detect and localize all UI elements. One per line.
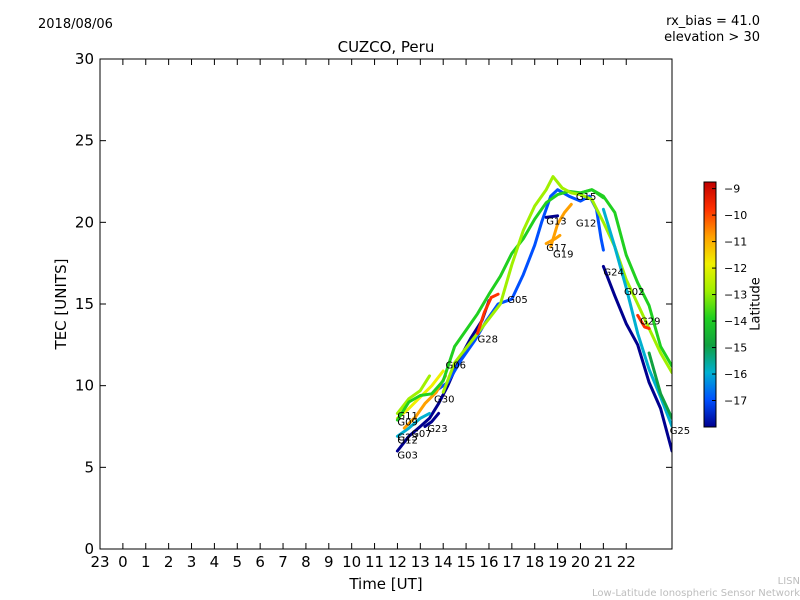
series-g24 bbox=[601, 264, 672, 453]
x-tick-label: 7 bbox=[278, 553, 288, 571]
x-tick-label: 2 bbox=[164, 553, 174, 571]
x-tick-label: 16 bbox=[479, 553, 498, 571]
prn-label-g23: G23 bbox=[427, 424, 447, 435]
prn-label-g07: G07 bbox=[411, 429, 431, 440]
x-tick-label: 14 bbox=[434, 553, 453, 571]
series-g05 bbox=[476, 292, 500, 335]
x-tick-label: 22 bbox=[617, 553, 636, 571]
prn-label-g13: G13 bbox=[546, 217, 566, 228]
colorbar-ticks: −9 −10 −11 −12 −13 −14 −15 −16 −17 bbox=[712, 183, 747, 408]
prn-label-g06: G06 bbox=[446, 360, 466, 371]
prn-label-g19: G19 bbox=[553, 249, 573, 260]
x-tick-label: 12 bbox=[388, 553, 407, 571]
prn-label-g23: G23 bbox=[397, 432, 417, 443]
prn-label-g02: G02 bbox=[624, 287, 644, 298]
x-tick-label: 4 bbox=[210, 553, 220, 571]
series-g17 bbox=[544, 233, 562, 246]
elevation-label: elevation > 30 bbox=[664, 30, 760, 45]
y-tick-label: 25 bbox=[75, 132, 94, 150]
credit-full: Low-Latitude Ionospheric Sensor Network bbox=[592, 588, 800, 599]
x-axis-label: Time [UT] bbox=[349, 575, 423, 593]
x-tick-label: 13 bbox=[411, 553, 430, 571]
x-tick-label: 5 bbox=[233, 553, 243, 571]
prn-label-g29: G29 bbox=[640, 316, 660, 327]
y-tick-label: 0 bbox=[84, 540, 94, 558]
y-tick-label: 15 bbox=[75, 295, 94, 313]
colorbar-tick-label: −16 bbox=[724, 368, 747, 381]
colorbar-label: Latitude bbox=[748, 277, 764, 331]
x-tick-label: 9 bbox=[324, 553, 334, 571]
x-tick-label: 21 bbox=[594, 553, 613, 571]
colorbar-tick-label: −13 bbox=[724, 289, 747, 302]
x-tick-label: 20 bbox=[571, 553, 590, 571]
series-g29 bbox=[636, 313, 651, 330]
prn-label-g12: G12 bbox=[576, 218, 596, 229]
prn-label-g15: G15 bbox=[576, 192, 596, 203]
prn-label-g30: G30 bbox=[434, 395, 454, 406]
series-g28 bbox=[441, 175, 672, 394]
prn-label-g09: G09 bbox=[397, 418, 417, 429]
series-layer bbox=[395, 175, 672, 453]
prn-label-g28: G28 bbox=[478, 334, 498, 345]
credit-short: LISN bbox=[777, 576, 800, 587]
satellite-labels: G03G12G23G07G23G09G11G30G06G28G05G13G17G… bbox=[397, 192, 690, 461]
series-g15 bbox=[579, 188, 605, 200]
series-g12 bbox=[395, 411, 431, 438]
series-g13 bbox=[544, 214, 560, 219]
colorbar bbox=[703, 181, 717, 428]
x-tick-label: 15 bbox=[457, 553, 476, 571]
rx-bias-label: rx_bias = 41.0 bbox=[666, 14, 760, 29]
prn-label-g03: G03 bbox=[397, 450, 417, 461]
y-tick-label: 20 bbox=[75, 213, 94, 231]
x-tick-label: 11 bbox=[365, 553, 384, 571]
series-g06 bbox=[395, 188, 672, 422]
prn-label-g11: G11 bbox=[397, 411, 417, 422]
colorbar-tick-label: −12 bbox=[724, 262, 747, 275]
prn-label-g25: G25 bbox=[670, 426, 690, 437]
series-g03 bbox=[395, 299, 491, 453]
x-tick-label: 1 bbox=[141, 553, 151, 571]
plot-frame bbox=[99, 58, 673, 550]
series-g11 bbox=[395, 374, 431, 415]
chart-title: CUZCO, Peru bbox=[337, 38, 435, 56]
x-tick-label: 3 bbox=[187, 553, 197, 571]
series-g19 bbox=[549, 202, 573, 249]
x-tick-label: 19 bbox=[548, 553, 567, 571]
series-g25 bbox=[647, 351, 672, 420]
y-tick-label: 5 bbox=[84, 458, 94, 476]
colorbar-tick-label: −11 bbox=[724, 236, 747, 249]
date-label: 2018/08/06 bbox=[38, 17, 113, 32]
prn-label-g05: G05 bbox=[507, 295, 527, 306]
x-tick-label: 18 bbox=[525, 553, 544, 571]
colorbar-tick-label: −15 bbox=[724, 342, 747, 355]
x-tick-label: 17 bbox=[502, 553, 521, 571]
colorbar-tick-label: −10 bbox=[724, 209, 747, 222]
x-tick-label: 6 bbox=[255, 553, 265, 571]
colorbar-tick-label: −9 bbox=[724, 183, 740, 196]
x-tick-label: 23 bbox=[90, 553, 109, 571]
prn-label-g24: G24 bbox=[603, 267, 623, 278]
x-tick-label: 0 bbox=[118, 553, 128, 571]
x-tick-label: 8 bbox=[301, 553, 311, 571]
prn-label-g17: G17 bbox=[546, 243, 566, 254]
y-tick-label: 30 bbox=[75, 50, 94, 68]
y-axis-label: TEC [UNITS] bbox=[52, 258, 70, 350]
colorbar-tick-label: −14 bbox=[724, 315, 747, 328]
colorbar-tick-label: −17 bbox=[724, 395, 747, 408]
prn-label-g12: G12 bbox=[397, 436, 417, 447]
y-tick-label: 10 bbox=[75, 377, 94, 395]
series-g23 bbox=[423, 411, 441, 428]
x-tick-label: 10 bbox=[342, 553, 361, 571]
